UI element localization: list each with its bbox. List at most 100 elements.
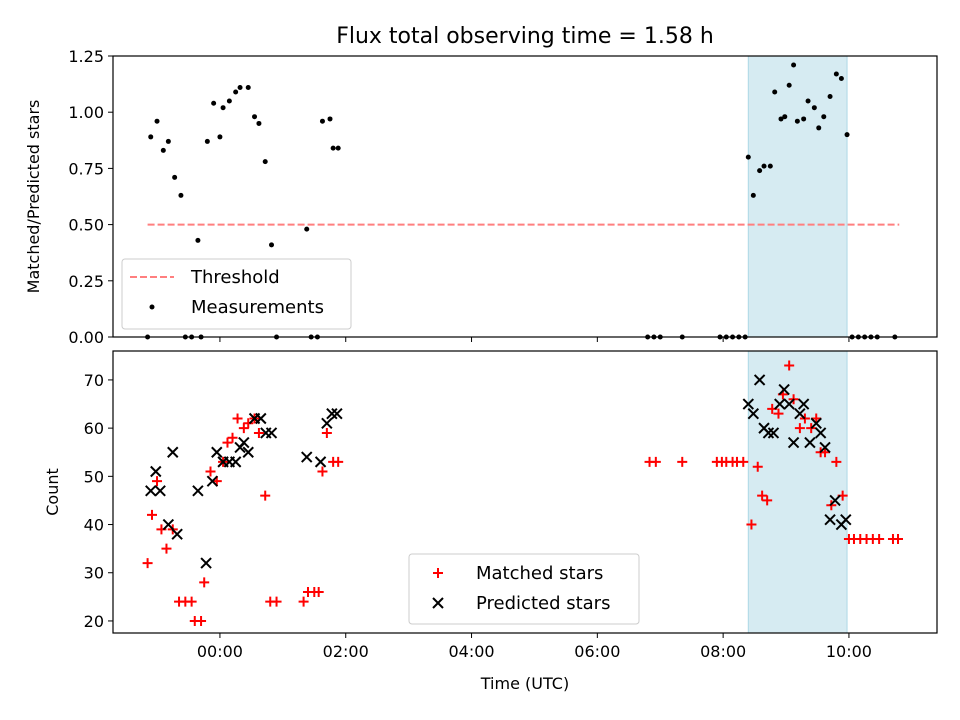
data-point	[810, 417, 822, 430]
y-axis-label: Count	[43, 468, 62, 516]
data-point	[330, 145, 336, 151]
highlight-span	[747, 350, 848, 634]
data-point	[313, 587, 324, 598]
data-point	[238, 436, 250, 449]
data-point	[805, 98, 811, 104]
chart-title: Flux total observing time = 1.58 h	[336, 24, 714, 49]
data-point	[767, 427, 780, 439]
legend: Matched stars Predicted stars	[408, 553, 640, 625]
data-point	[269, 242, 275, 248]
series-measurements	[145, 62, 898, 340]
legend-matched-swatch	[433, 568, 443, 578]
data-point	[154, 118, 160, 124]
data-point	[314, 456, 327, 468]
data-point	[167, 446, 179, 458]
data-point	[243, 418, 254, 429]
data-point	[233, 89, 239, 95]
data-point	[145, 485, 157, 497]
data-point	[206, 475, 219, 487]
data-point	[804, 436, 816, 449]
data-point	[762, 495, 773, 506]
data-point	[757, 168, 763, 174]
y-tick-label: 70	[84, 371, 104, 390]
data-point	[811, 105, 817, 111]
data-point	[772, 89, 778, 95]
data-point	[811, 413, 822, 424]
legend-box	[121, 258, 352, 330]
data-point	[319, 118, 325, 124]
data-point	[146, 509, 157, 520]
data-point	[801, 116, 807, 122]
legend-matched-label: Matched stars	[476, 563, 603, 584]
data-point	[784, 360, 795, 371]
y-tick-label: 0.75	[68, 159, 104, 178]
x-tick-label: 04:00	[448, 642, 494, 661]
data-point	[211, 446, 223, 458]
data-point	[150, 465, 162, 478]
y-tick-label: 0.50	[68, 216, 104, 235]
data-point	[142, 558, 153, 569]
legend-predicted-label: Predicted stars	[476, 593, 610, 614]
data-point	[162, 518, 175, 531]
data-point	[301, 451, 313, 463]
data-point	[753, 374, 766, 386]
data-point	[152, 476, 163, 487]
data-point	[752, 461, 763, 472]
data-point	[327, 116, 333, 122]
data-point	[831, 456, 842, 467]
x-tick-label: 00:00	[197, 642, 243, 661]
x-tick-label: 08:00	[700, 642, 746, 661]
y-tick-label: 60	[84, 419, 104, 438]
data-point	[227, 432, 238, 443]
data-point	[220, 105, 226, 111]
data-point	[298, 596, 309, 607]
data-point	[265, 427, 278, 439]
data-point	[787, 436, 800, 449]
bottom-panel: 20 30 40 50 60 70 00:00 02:00 04:00 06:00 08:00 10:…	[43, 350, 938, 693]
data-point	[331, 407, 343, 420]
data-point	[204, 138, 210, 144]
data-point	[211, 100, 217, 106]
data-point	[893, 534, 904, 544]
data-point	[326, 407, 338, 420]
data-point	[178, 192, 184, 198]
data-point	[172, 174, 178, 180]
data-point	[160, 147, 166, 153]
y-axis-label: Matched/Predicted stars	[24, 100, 43, 294]
data-point	[186, 596, 197, 607]
data-point	[245, 84, 251, 90]
series-predicted-stars	[145, 374, 852, 569]
y-tick-label: 40	[84, 516, 104, 535]
data-point	[827, 93, 833, 99]
axes-frame	[112, 350, 938, 634]
legend-measurements-label: Measurements	[191, 297, 324, 318]
y-tick-label: 1.00	[68, 103, 104, 122]
data-point	[195, 237, 201, 243]
data-point	[757, 490, 768, 501]
data-point	[819, 441, 831, 454]
data-point	[256, 120, 262, 126]
data-point	[271, 596, 282, 607]
data-point	[335, 145, 341, 151]
data-point	[797, 398, 810, 410]
x-tick-label: 10:00	[826, 642, 872, 661]
data-point	[222, 437, 233, 448]
data-point	[742, 398, 755, 410]
data-point	[229, 456, 242, 468]
data-point	[840, 514, 852, 526]
data-point	[262, 159, 268, 165]
legend-measurements-swatch	[149, 304, 155, 310]
data-point	[304, 226, 310, 232]
data-point	[161, 543, 172, 554]
x-axis-label: Time (UTC)	[480, 674, 569, 693]
data-point	[778, 116, 784, 122]
data-point	[321, 417, 333, 430]
data-point	[747, 407, 760, 420]
y-tick-label: 30	[84, 564, 104, 583]
data-point	[794, 118, 800, 124]
data-point	[824, 514, 836, 526]
data-point	[745, 154, 751, 160]
data-point	[782, 114, 788, 120]
data-point	[154, 485, 166, 497]
axes-frame	[112, 55, 938, 338]
